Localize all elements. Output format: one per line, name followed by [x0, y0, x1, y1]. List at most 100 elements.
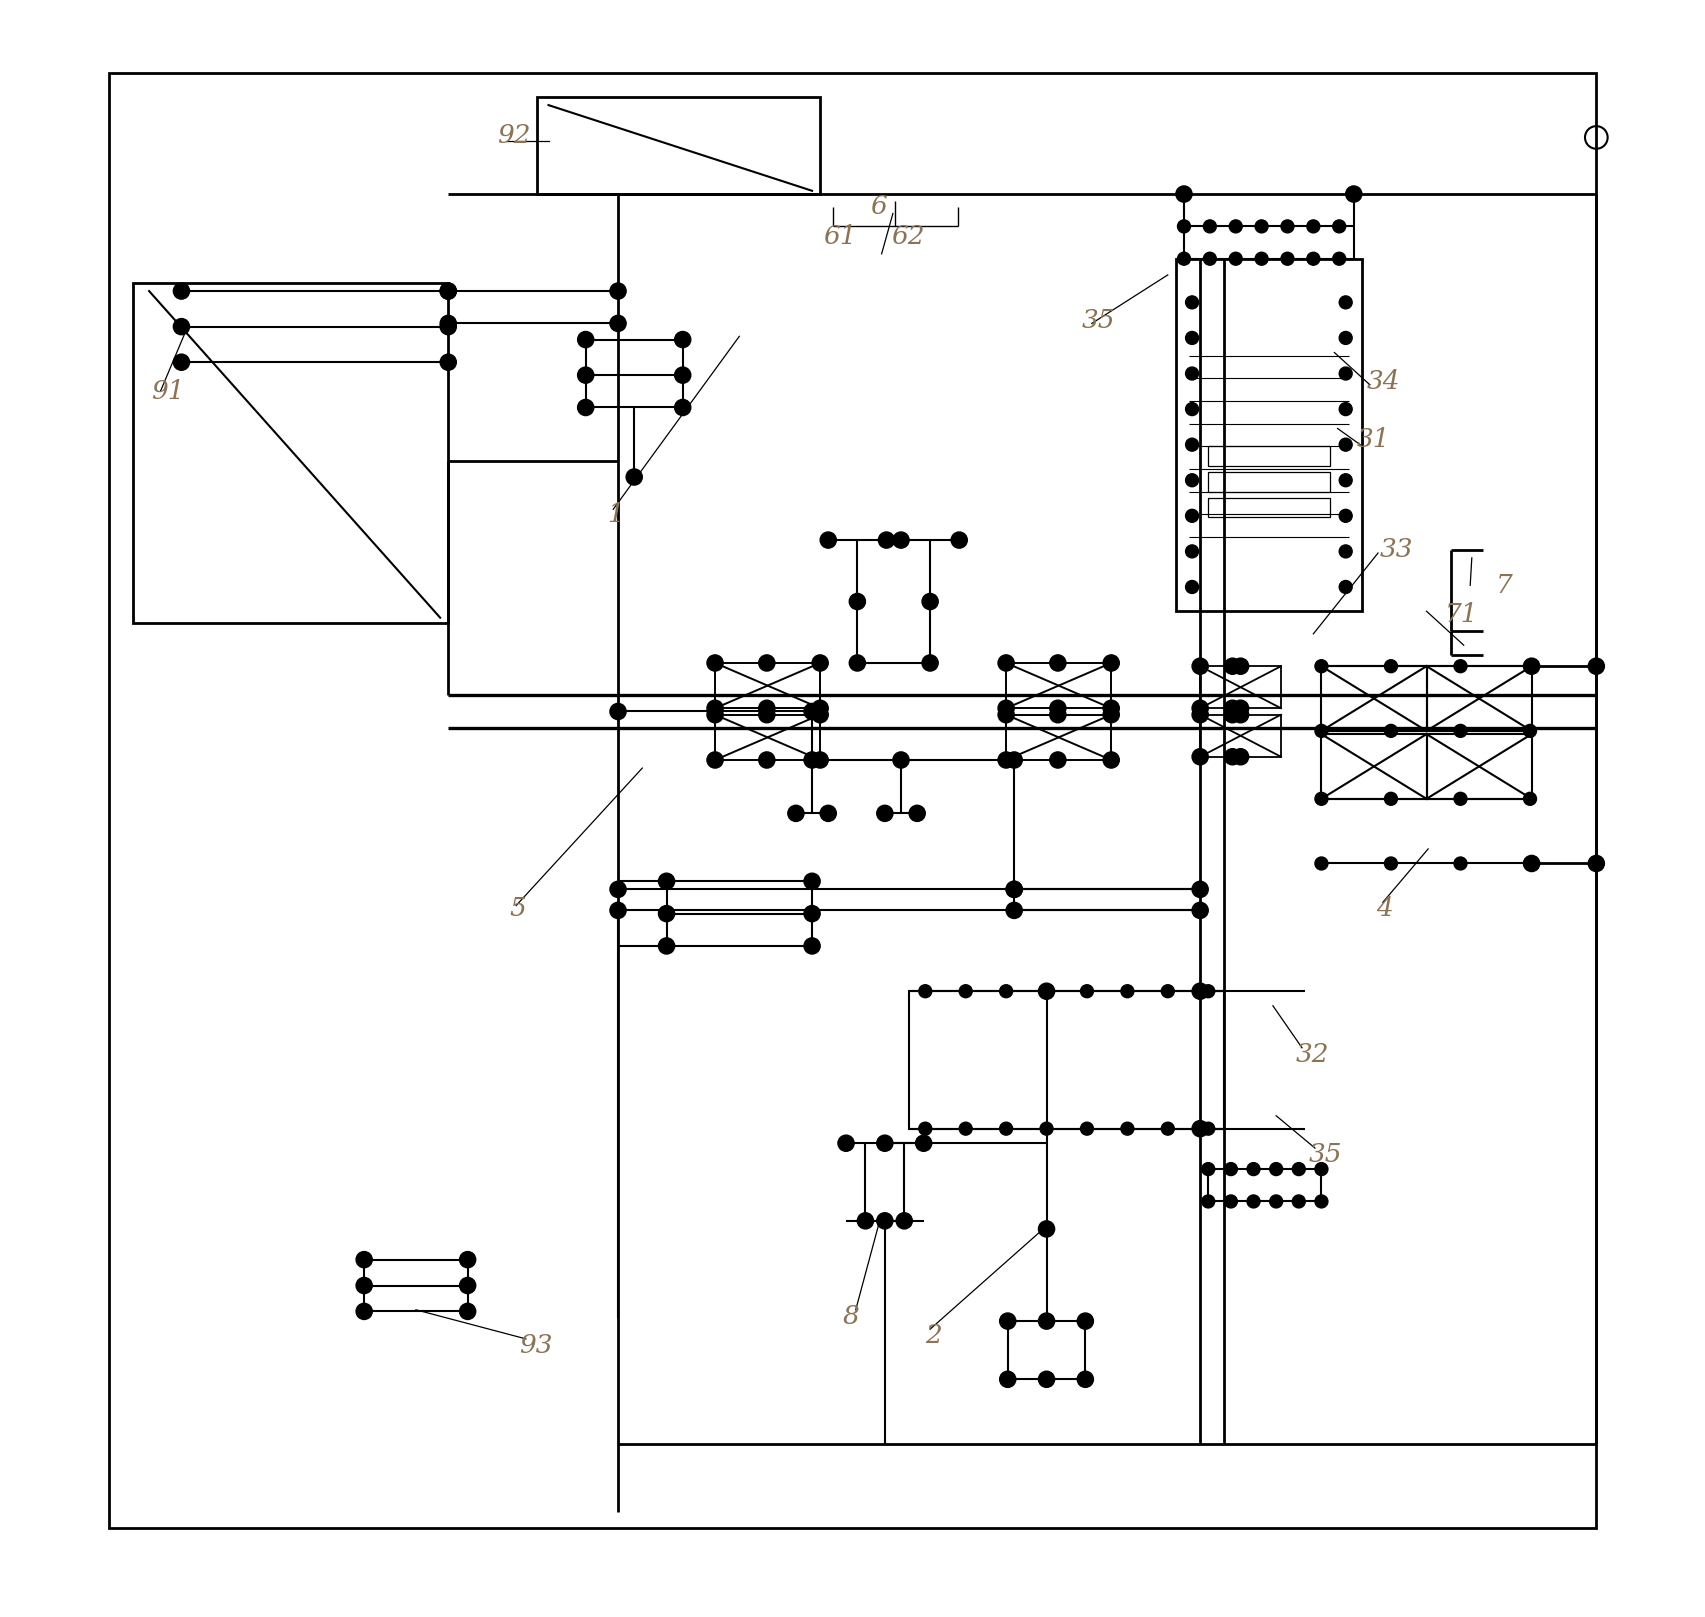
Circle shape [440, 283, 457, 299]
Text: 5: 5 [510, 896, 527, 922]
Circle shape [1233, 658, 1248, 674]
Circle shape [1185, 474, 1199, 487]
Circle shape [1315, 1195, 1328, 1208]
Circle shape [626, 469, 643, 485]
Circle shape [1338, 331, 1352, 344]
Circle shape [1224, 707, 1241, 723]
Circle shape [820, 805, 837, 821]
Text: 1: 1 [607, 501, 624, 527]
Circle shape [1006, 881, 1023, 897]
Circle shape [1315, 1163, 1328, 1176]
Circle shape [997, 700, 1014, 716]
Circle shape [1050, 707, 1066, 723]
Circle shape [1270, 1195, 1282, 1208]
Circle shape [1384, 660, 1398, 673]
Circle shape [1192, 707, 1209, 723]
Circle shape [1229, 252, 1243, 265]
Circle shape [1050, 752, 1066, 768]
Circle shape [675, 331, 691, 348]
Circle shape [708, 752, 723, 768]
Circle shape [1040, 1122, 1054, 1135]
Bar [1427, 734, 1531, 799]
Circle shape [440, 283, 457, 299]
Circle shape [805, 906, 820, 922]
Circle shape [1315, 660, 1328, 673]
Circle shape [1185, 331, 1199, 344]
Circle shape [1192, 749, 1209, 765]
Circle shape [812, 655, 829, 671]
Circle shape [1333, 252, 1345, 265]
Circle shape [820, 532, 837, 548]
Circle shape [1103, 752, 1118, 768]
Circle shape [1280, 220, 1294, 233]
Circle shape [1338, 296, 1352, 309]
Circle shape [1204, 252, 1216, 265]
Circle shape [876, 805, 893, 821]
Bar [1006, 715, 1112, 760]
Circle shape [1524, 855, 1540, 872]
Circle shape [1006, 752, 1023, 768]
Circle shape [460, 1277, 476, 1294]
Bar [1176, 259, 1362, 611]
Circle shape [1338, 581, 1352, 593]
Circle shape [1255, 220, 1269, 233]
Circle shape [578, 399, 593, 416]
Circle shape [1040, 985, 1054, 998]
Circle shape [1306, 252, 1320, 265]
Circle shape [1224, 749, 1241, 765]
Circle shape [1524, 660, 1536, 673]
Circle shape [1255, 252, 1269, 265]
Circle shape [909, 805, 926, 821]
Circle shape [759, 752, 774, 768]
Circle shape [1038, 1371, 1055, 1387]
Text: 71: 71 [1444, 602, 1478, 627]
Circle shape [1185, 581, 1199, 593]
Circle shape [916, 1135, 931, 1151]
Circle shape [675, 399, 691, 416]
Text: 35: 35 [1083, 307, 1115, 333]
Bar [1200, 666, 1280, 708]
Circle shape [1315, 857, 1328, 870]
Text: 35: 35 [1308, 1142, 1342, 1167]
Circle shape [174, 354, 189, 370]
Circle shape [1038, 983, 1055, 999]
Circle shape [1454, 660, 1466, 673]
Circle shape [1038, 1313, 1055, 1329]
Circle shape [837, 1135, 854, 1151]
Circle shape [440, 315, 457, 331]
Circle shape [999, 1371, 1016, 1387]
Circle shape [1081, 985, 1093, 998]
Text: 31: 31 [1357, 427, 1391, 453]
Circle shape [1202, 1122, 1214, 1135]
Text: 32: 32 [1296, 1041, 1330, 1067]
Bar [537, 97, 820, 194]
Bar [909, 991, 1224, 1129]
Circle shape [578, 367, 593, 383]
Bar [1200, 715, 1280, 757]
Circle shape [1006, 902, 1023, 918]
Circle shape [356, 1303, 372, 1319]
Circle shape [1270, 1163, 1282, 1176]
Bar [1321, 734, 1427, 799]
Circle shape [997, 707, 1014, 723]
Circle shape [610, 902, 626, 918]
Circle shape [1161, 985, 1175, 998]
Circle shape [1202, 1163, 1214, 1176]
Circle shape [1524, 857, 1536, 870]
Circle shape [1384, 792, 1398, 805]
Circle shape [1384, 857, 1398, 870]
Circle shape [1192, 983, 1209, 999]
Circle shape [1185, 509, 1199, 522]
Circle shape [708, 655, 723, 671]
Circle shape [1292, 1163, 1306, 1176]
Circle shape [1081, 1122, 1093, 1135]
Circle shape [876, 1135, 893, 1151]
Circle shape [578, 331, 593, 348]
Text: 33: 33 [1379, 537, 1413, 563]
Circle shape [1078, 1313, 1093, 1329]
Circle shape [610, 283, 626, 299]
Circle shape [1524, 658, 1540, 674]
Text: 4: 4 [1376, 896, 1393, 922]
Circle shape [759, 700, 774, 716]
Circle shape [1185, 403, 1199, 416]
